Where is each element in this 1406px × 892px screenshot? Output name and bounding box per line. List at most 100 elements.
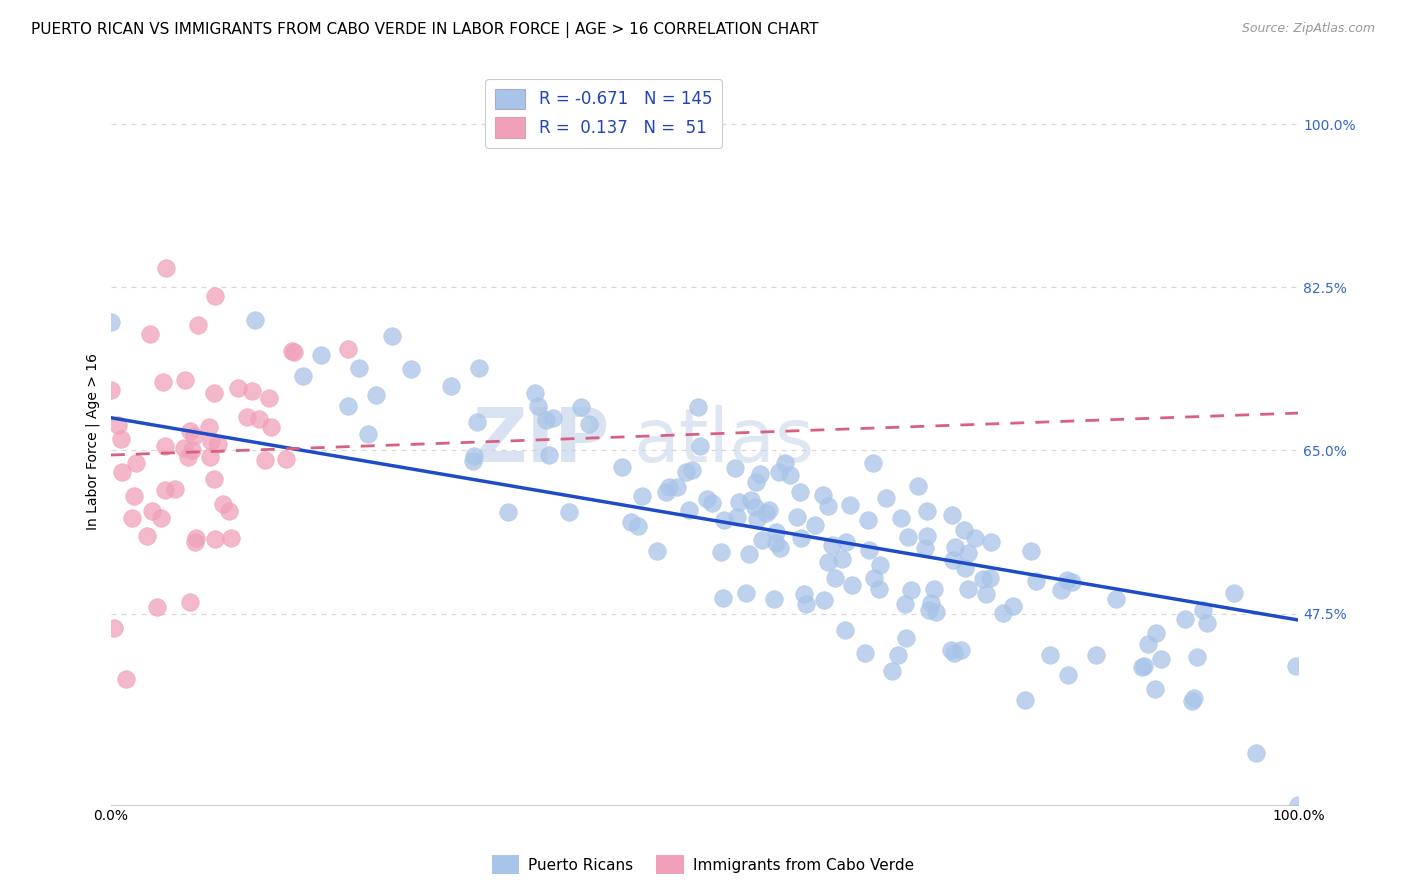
Point: [824, 571, 846, 585]
Point: [381, 328, 404, 343]
Point: [247, 411, 270, 425]
Point: [924, 582, 946, 597]
Point: [839, 498, 862, 512]
Point: [920, 596, 942, 610]
Point: [1223, 586, 1246, 600]
Point: [1084, 648, 1107, 663]
Point: [745, 512, 768, 526]
Point: [198, 420, 221, 434]
Point: [187, 318, 209, 332]
Text: PUERTO RICAN VS IMMIGRANTS FROM CABO VERDE IN LABOR FORCE | AGE > 16 CORRELATION: PUERTO RICAN VS IMMIGRANTS FROM CABO VER…: [31, 22, 818, 38]
Text: ZIP: ZIP: [472, 405, 610, 477]
Point: [207, 437, 229, 451]
Point: [862, 456, 884, 470]
Point: [165, 482, 187, 496]
Point: [1049, 583, 1071, 598]
Point: [538, 449, 561, 463]
Point: [758, 503, 780, 517]
Point: [1056, 574, 1078, 588]
Point: [886, 648, 908, 662]
Point: [972, 572, 994, 586]
Point: [813, 593, 835, 607]
Point: [724, 460, 747, 475]
Point: [1286, 797, 1309, 812]
Point: [1192, 602, 1215, 616]
Point: [858, 542, 880, 557]
Point: [890, 511, 912, 525]
Point: [184, 531, 207, 545]
Point: [202, 472, 225, 486]
Point: [136, 528, 159, 542]
Point: [110, 465, 132, 479]
Point: [173, 441, 195, 455]
Point: [686, 401, 709, 415]
Point: [856, 513, 879, 527]
Point: [831, 551, 853, 566]
Point: [1181, 694, 1204, 708]
Point: [202, 386, 225, 401]
Point: [725, 510, 748, 524]
Point: [179, 595, 201, 609]
Point: [274, 452, 297, 467]
Point: [789, 484, 811, 499]
Point: [125, 456, 148, 470]
Point: [925, 605, 948, 619]
Point: [817, 499, 839, 513]
Point: [794, 597, 817, 611]
Point: [900, 582, 922, 597]
Point: [524, 385, 547, 400]
Point: [153, 439, 176, 453]
Point: [291, 368, 314, 383]
Point: [183, 535, 205, 549]
Point: [150, 511, 173, 525]
Point: [212, 497, 235, 511]
Point: [1144, 681, 1167, 696]
Point: [765, 525, 787, 540]
Point: [204, 532, 226, 546]
Point: [496, 506, 519, 520]
Point: [173, 373, 195, 387]
Point: [681, 463, 703, 477]
Point: [980, 534, 1002, 549]
Point: [110, 432, 132, 446]
Point: [907, 478, 929, 492]
Point: [1195, 615, 1218, 630]
Point: [1182, 691, 1205, 706]
Point: [100, 315, 122, 329]
Legend: R = -0.671   N = 145, R =  0.137   N =  51: R = -0.671 N = 145, R = 0.137 N = 51: [485, 78, 723, 147]
Point: [115, 672, 138, 686]
Point: [834, 623, 856, 637]
Point: [834, 535, 856, 549]
Point: [155, 483, 177, 498]
Point: [950, 643, 973, 657]
Point: [918, 603, 941, 617]
Point: [347, 360, 370, 375]
Point: [541, 411, 564, 425]
Point: [790, 531, 813, 545]
Point: [468, 361, 491, 376]
Point: [976, 587, 998, 601]
Point: [280, 344, 302, 359]
Point: [734, 585, 756, 599]
Point: [100, 383, 122, 397]
Point: [941, 508, 963, 522]
Point: [710, 545, 733, 559]
Point: [956, 582, 979, 597]
Legend: Puerto Ricans, Immigrants from Cabo Verde: Puerto Ricans, Immigrants from Cabo Verd…: [485, 849, 921, 880]
Point: [1019, 543, 1042, 558]
Point: [700, 496, 723, 510]
Point: [875, 491, 897, 505]
Point: [309, 348, 332, 362]
Point: [146, 600, 169, 615]
Point: [620, 516, 643, 530]
Point: [696, 492, 718, 507]
Point: [713, 513, 735, 527]
Point: [768, 465, 790, 479]
Point: [534, 413, 557, 427]
Point: [204, 289, 226, 303]
Point: [465, 415, 488, 429]
Point: [1039, 648, 1062, 662]
Point: [711, 591, 734, 606]
Point: [880, 665, 903, 679]
Point: [1187, 649, 1209, 664]
